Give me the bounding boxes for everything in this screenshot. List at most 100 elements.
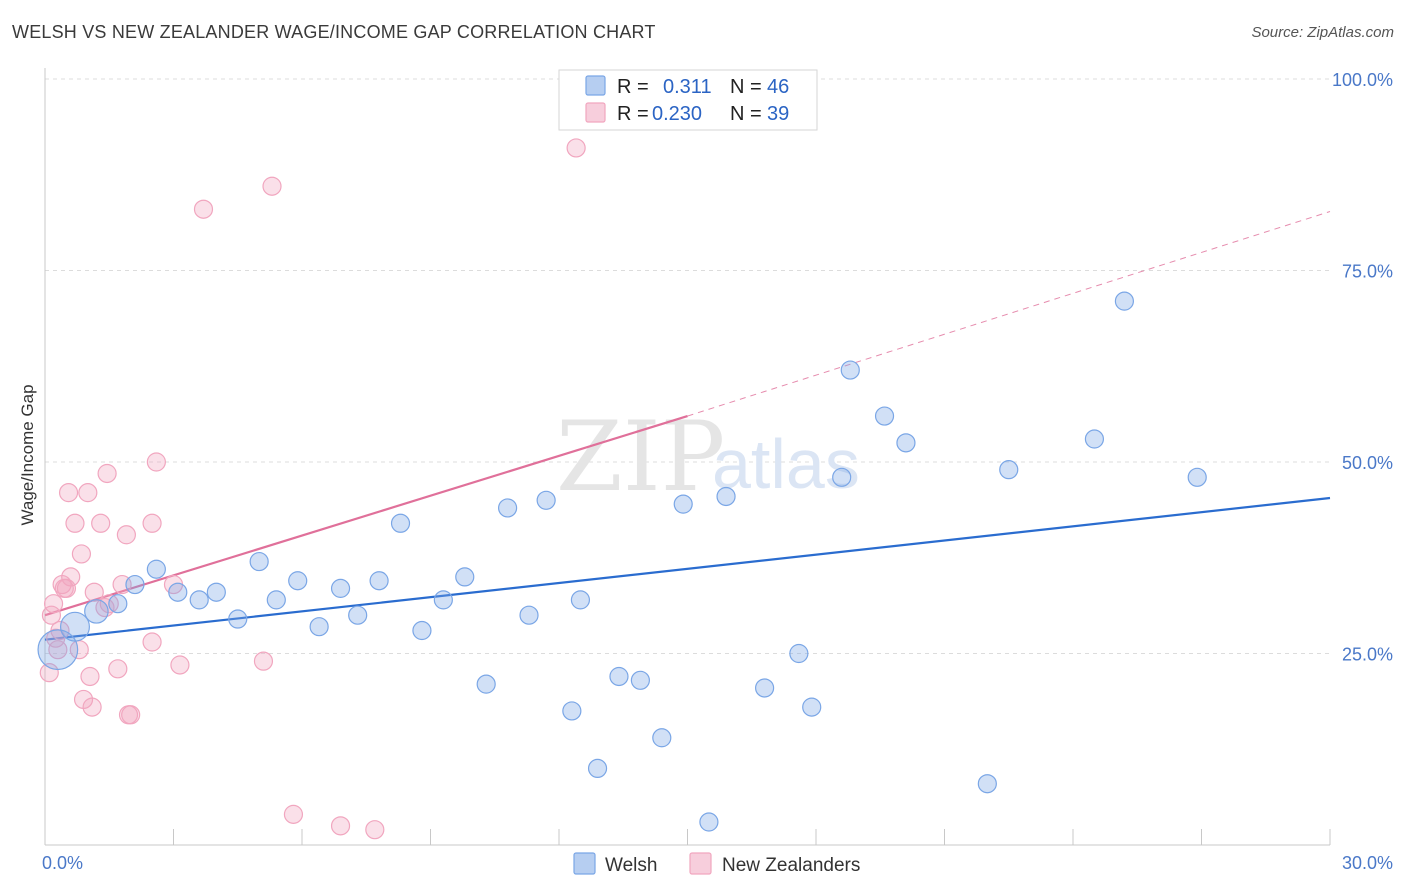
- welsh-point-38: [840, 360, 860, 380]
- welsh-point-22: [498, 498, 518, 518]
- welsh-point-40: [896, 433, 916, 453]
- y-tick-label-2: 75.0%: [1342, 262, 1393, 282]
- bottom-legend-swatch-welsh: [573, 852, 596, 875]
- welsh-point-15: [348, 605, 368, 625]
- legend-swatch-new-zealanders: [585, 102, 606, 123]
- new-zealanders-point-28: [142, 632, 162, 652]
- new-zealanders-point-33: [193, 199, 214, 219]
- welsh-point-7: [189, 590, 209, 610]
- welsh-point-33: [716, 486, 736, 507]
- watermark-zip: ZIP: [556, 401, 725, 513]
- y-tick-label-0: 25.0%: [1342, 645, 1393, 665]
- legend-r-label-welsh: R =: [617, 76, 649, 98]
- points-new-zealanders: [39, 138, 586, 840]
- stats-legend: R = 0.311 N = 46 R = 0.230 N = 39: [558, 69, 818, 131]
- legend-swatch-welsh: [585, 75, 606, 96]
- welsh-point-18: [412, 620, 432, 641]
- welsh-point-6: [168, 582, 188, 602]
- gridlines: [45, 78, 1330, 654]
- new-zealanders-point-17: [82, 697, 102, 717]
- legend-r-label-new-zealanders: R =: [617, 103, 649, 125]
- bottom-legend-label-new-zealanders: New Zealanders: [722, 855, 860, 876]
- series-legend: Welsh New Zealanders: [573, 852, 860, 876]
- new-zealanders-point-1: [41, 605, 62, 625]
- new-zealanders-point-29: [142, 513, 162, 533]
- new-zealanders-point-16: [80, 666, 100, 687]
- welsh-point-12: [288, 571, 308, 591]
- new-zealanders-point-8: [56, 578, 77, 598]
- legend-r-value-welsh: 0.311: [663, 76, 712, 98]
- welsh-point-34: [754, 678, 775, 698]
- new-zealanders-point-36: [283, 804, 304, 824]
- welsh-point-30: [652, 728, 672, 748]
- y-tick-label-1: 50.0%: [1342, 453, 1393, 473]
- new-zealanders-point-15: [78, 483, 98, 503]
- welsh-point-42: [999, 460, 1019, 480]
- new-zealanders-point-23: [108, 659, 128, 679]
- trend-lines: [44, 211, 1331, 641]
- bottom-legend-swatch-new-zealanders: [689, 852, 712, 875]
- new-zealanders-point-27: [121, 705, 141, 725]
- welsh-point-35: [789, 643, 809, 664]
- welsh-point-31: [673, 494, 693, 514]
- welsh-point-21: [476, 674, 496, 694]
- welsh-point-26: [570, 590, 591, 610]
- welsh-point-32: [699, 812, 719, 832]
- welsh-point-13: [309, 617, 329, 637]
- new-zealanders-point-0: [39, 663, 59, 683]
- welsh-point-19: [433, 590, 453, 610]
- new-zealanders-point-10: [61, 567, 81, 587]
- watermark-atlas: atlas: [712, 425, 860, 503]
- legend-r-value-new-zealanders: 0.230: [652, 103, 702, 125]
- trend-line-welsh: [44, 496, 1331, 641]
- welsh-point-2: [84, 599, 109, 624]
- welsh-point-17: [390, 513, 411, 533]
- new-zealanders-point-35: [262, 176, 282, 196]
- welsh-point-43: [1084, 429, 1105, 449]
- trend-line-new-zealanders-extrapolated: [687, 211, 1331, 417]
- welsh-point-45: [1187, 467, 1207, 487]
- legend-n-value-welsh: 46: [767, 76, 789, 98]
- welsh-point-44: [1114, 291, 1135, 311]
- welsh-point-37: [832, 467, 852, 487]
- welsh-point-27: [587, 758, 608, 779]
- new-zealanders-point-9: [58, 483, 79, 503]
- new-zealanders-point-13: [71, 544, 92, 564]
- new-zealanders-point-32: [170, 655, 190, 675]
- welsh-point-10: [249, 551, 269, 572]
- welsh-point-5: [146, 559, 166, 579]
- legend-n-label-new-zealanders: N =: [730, 103, 762, 125]
- axes: [44, 68, 1331, 846]
- chart-title: WELSH VS NEW ZEALANDER WAGE/INCOME GAP C…: [12, 22, 656, 42]
- new-zealanders-point-38: [365, 820, 385, 840]
- new-zealanders-point-21: [97, 463, 117, 484]
- welsh-point-8: [206, 582, 226, 602]
- x-tick-label-1: 30.0%: [1342, 853, 1393, 873]
- trend-line-new-zealanders: [44, 414, 688, 617]
- welsh-point-24: [536, 490, 556, 510]
- new-zealanders-point-2: [43, 594, 64, 614]
- new-zealanders-point-18: [84, 582, 104, 602]
- welsh-point-29: [630, 670, 650, 690]
- welsh-point-16: [369, 571, 389, 591]
- legend-n-label-welsh: N =: [730, 76, 762, 98]
- new-zealanders-point-19: [91, 513, 111, 533]
- new-zealanders-point-25: [116, 525, 136, 545]
- welsh-point-14: [330, 578, 351, 598]
- bottom-legend-label-welsh: Welsh: [605, 855, 657, 876]
- welsh-point-11: [266, 590, 286, 610]
- new-zealanders-point-11: [65, 513, 85, 533]
- new-zealanders-point-34: [253, 651, 274, 671]
- welsh-point-39: [874, 406, 895, 426]
- new-zealanders-point-4: [48, 640, 68, 660]
- welsh-point-23: [519, 605, 539, 625]
- x-tick-label-0: 0.0%: [42, 853, 83, 873]
- welsh-point-20: [455, 567, 475, 587]
- welsh-point-41: [977, 774, 997, 794]
- legend-n-value-new-zealanders: 39: [767, 103, 789, 125]
- welsh-point-36: [802, 697, 822, 717]
- new-zealanders-point-30: [146, 452, 166, 472]
- welsh-point-4: [125, 574, 145, 595]
- new-zealanders-point-39: [566, 138, 586, 158]
